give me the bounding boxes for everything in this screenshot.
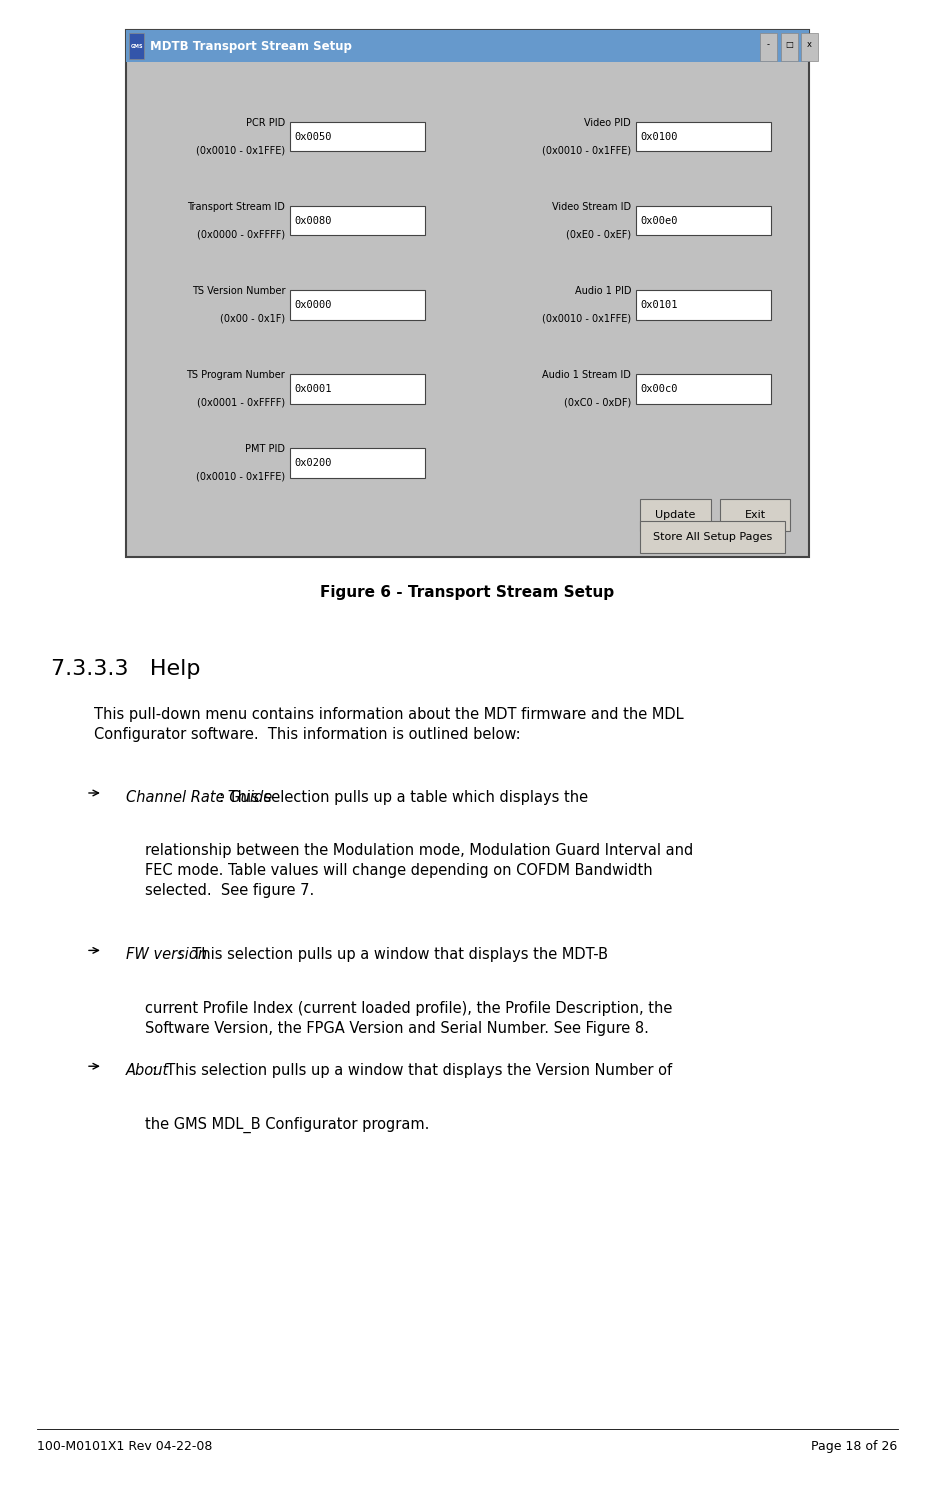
FancyBboxPatch shape	[636, 374, 771, 404]
FancyBboxPatch shape	[129, 33, 144, 59]
Text: (0x0001 - 0xFFFF): (0x0001 - 0xFFFF)	[197, 398, 285, 408]
FancyBboxPatch shape	[781, 33, 798, 61]
FancyBboxPatch shape	[290, 374, 425, 404]
FancyBboxPatch shape	[290, 448, 425, 478]
Text: relationship between the Modulation mode, Modulation Guard Interval and
FEC mode: relationship between the Modulation mode…	[145, 843, 693, 898]
Text: (0x0010 - 0x1FFE): (0x0010 - 0x1FFE)	[542, 313, 631, 324]
FancyBboxPatch shape	[290, 122, 425, 151]
Text: Transport Stream ID: Transport Stream ID	[187, 202, 285, 212]
FancyBboxPatch shape	[126, 30, 809, 557]
Text: x: x	[807, 40, 813, 49]
Text: PMT PID: PMT PID	[245, 444, 285, 454]
FancyBboxPatch shape	[720, 499, 790, 532]
Text: (0xC0 - 0xDF): (0xC0 - 0xDF)	[564, 398, 631, 408]
Text: Channel Rate Guide: Channel Rate Guide	[126, 790, 272, 805]
Text: 7.3.3.3   Help: 7.3.3.3 Help	[51, 659, 201, 679]
Text: 100-M0101X1 Rev 04-22-08: 100-M0101X1 Rev 04-22-08	[37, 1440, 213, 1454]
Text: FW version: FW version	[126, 947, 208, 962]
Text: PCR PID: PCR PID	[246, 117, 285, 128]
Text: TS Version Number: TS Version Number	[192, 285, 285, 296]
Text: -: -	[767, 40, 770, 49]
Text: Audio 1 PID: Audio 1 PID	[575, 285, 631, 296]
Text: the GMS MDL_B Configurator program.: the GMS MDL_B Configurator program.	[145, 1117, 429, 1133]
Text: 0x0050: 0x0050	[295, 132, 332, 141]
Text: :  This selection pulls up a window that displays the Version Number of: : This selection pulls up a window that …	[151, 1063, 672, 1078]
Text: About: About	[126, 1063, 169, 1078]
Text: 0x00e0: 0x00e0	[640, 215, 678, 226]
Text: (0x0010 - 0x1FFE): (0x0010 - 0x1FFE)	[196, 472, 285, 481]
Text: 0x0000: 0x0000	[295, 300, 332, 310]
FancyBboxPatch shape	[290, 290, 425, 319]
Text: :  This selection pulls up a window that displays the MDT-B: : This selection pulls up a window that …	[178, 947, 608, 962]
Text: This pull-down menu contains information about the MDT firmware and the MDL
Conf: This pull-down menu contains information…	[94, 707, 683, 741]
FancyBboxPatch shape	[636, 206, 771, 236]
Text: (0x0010 - 0x1FFE): (0x0010 - 0x1FFE)	[196, 146, 285, 156]
Text: (0x0000 - 0xFFFF): (0x0000 - 0xFFFF)	[197, 230, 285, 239]
FancyBboxPatch shape	[636, 290, 771, 319]
Text: □: □	[785, 40, 793, 49]
FancyBboxPatch shape	[640, 521, 785, 554]
Text: Store All Setup Pages: Store All Setup Pages	[654, 532, 772, 542]
Text: 0x0080: 0x0080	[295, 215, 332, 226]
FancyBboxPatch shape	[636, 122, 771, 151]
Text: Exit: Exit	[744, 509, 766, 520]
Text: MDTB Transport Stream Setup: MDTB Transport Stream Setup	[150, 40, 352, 52]
Text: 0x0100: 0x0100	[640, 132, 678, 141]
FancyBboxPatch shape	[640, 499, 711, 532]
Text: (0xE0 - 0xEF): (0xE0 - 0xEF)	[566, 230, 631, 239]
FancyBboxPatch shape	[290, 206, 425, 236]
Text: (0x00 - 0x1F): (0x00 - 0x1F)	[220, 313, 285, 324]
Text: Figure 6 - Transport Stream Setup: Figure 6 - Transport Stream Setup	[321, 585, 614, 600]
Text: (0x0010 - 0x1FFE): (0x0010 - 0x1FFE)	[542, 146, 631, 156]
Text: current Profile Index (current loaded profile), the Profile Description, the
Sof: current Profile Index (current loaded pr…	[145, 1001, 672, 1035]
FancyBboxPatch shape	[801, 33, 818, 61]
Text: GMS: GMS	[130, 43, 143, 49]
Text: 0x0200: 0x0200	[295, 457, 332, 468]
Text: 0x0001: 0x0001	[295, 383, 332, 394]
FancyBboxPatch shape	[126, 30, 809, 62]
Text: TS Program Number: TS Program Number	[186, 370, 285, 380]
Text: 0x00c0: 0x00c0	[640, 383, 678, 394]
Text: Video Stream ID: Video Stream ID	[552, 202, 631, 212]
FancyBboxPatch shape	[760, 33, 777, 61]
Text: Update: Update	[655, 509, 696, 520]
Text: : This selection pulls up a table which displays the: : This selection pulls up a table which …	[219, 790, 588, 805]
Text: 0x0101: 0x0101	[640, 300, 678, 310]
Text: Video PID: Video PID	[584, 117, 631, 128]
Text: Audio 1 Stream ID: Audio 1 Stream ID	[542, 370, 631, 380]
Text: Page 18 of 26: Page 18 of 26	[812, 1440, 898, 1454]
